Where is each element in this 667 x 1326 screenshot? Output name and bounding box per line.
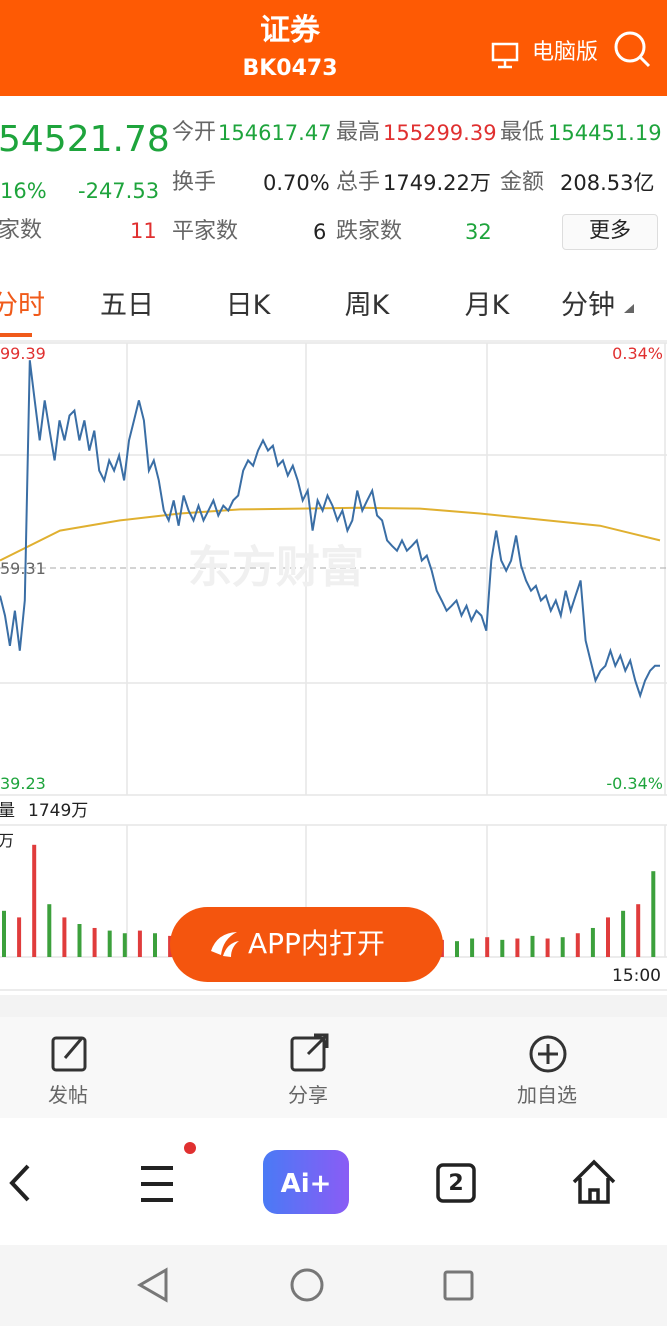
rise: 11 [130, 219, 157, 243]
volume-bar [575, 933, 580, 957]
volume-bar [590, 927, 595, 957]
volume-bar [153, 933, 157, 957]
volume-unit: 万 [0, 831, 15, 850]
price-line [0, 360, 660, 699]
volume-bar [17, 917, 22, 957]
field-value: 154617.47 [218, 121, 332, 145]
header [0, 0, 667, 96]
app-icon[interactable] [207, 929, 241, 959]
volume-bar [77, 924, 82, 957]
tab-bar [0, 270, 667, 342]
tab[interactable]: 周K [344, 290, 390, 321]
action-label[interactable]: 加自选 [517, 1083, 577, 1107]
volume-bar [636, 904, 641, 957]
average-line [0, 506, 661, 562]
grid [0, 342, 667, 991]
tab[interactable]: 五日 [100, 290, 154, 321]
tab[interactable]: 分钟 [561, 290, 615, 321]
field-value: 32 [465, 220, 492, 244]
volume-bar [470, 938, 475, 957]
field-value: 0.70% [263, 171, 330, 195]
volume-bar [606, 917, 610, 957]
field-label: 平家数 [172, 219, 239, 244]
tab-count[interactable]: 2 [448, 1171, 464, 1196]
tab[interactable]: 月K [464, 290, 510, 321]
field-value: 6 [313, 220, 327, 244]
svg-text:Ai+: Ai+ [281, 1169, 332, 1199]
search-icon[interactable] [612, 30, 652, 70]
volume-bar [107, 930, 112, 957]
open-app-label[interactable]: APP内打开 [248, 927, 385, 960]
field-label: 金额 [500, 170, 545, 195]
volume-bar [621, 910, 626, 957]
more-label[interactable]: 更多 [589, 218, 631, 242]
system-nav [0, 1245, 667, 1326]
action-icons [51, 1033, 567, 1073]
field-value: 155299.39 [383, 121, 497, 145]
price: 54521.78 [0, 119, 170, 160]
title: 证券 [260, 13, 320, 48]
volume-total: 1749万 [28, 801, 89, 821]
bottom-right: -0.34% [606, 774, 663, 793]
separator [0, 995, 667, 1017]
desktop-link[interactable]: 电脑版 [532, 40, 599, 65]
volume-bar [560, 937, 565, 957]
volume-bar [122, 933, 127, 957]
field-label: 今开 [172, 120, 217, 145]
field-label: 总手 [336, 170, 381, 195]
volume-bar [500, 939, 505, 957]
tab-underline [0, 333, 32, 337]
volume-bar [530, 935, 535, 957]
volume-bar [2, 910, 6, 957]
desktop-icon[interactable] [490, 40, 520, 70]
watermark: 东方财富 [188, 542, 364, 593]
field-label: 跌家数 [336, 219, 403, 244]
more-button[interactable] [562, 214, 658, 250]
action-label[interactable]: 发帖 [48, 1083, 88, 1107]
rise-label: 家数 [0, 218, 43, 243]
field-label: 最高 [336, 120, 381, 145]
volume-bar [92, 927, 97, 957]
mid-left: 59.31 [0, 559, 46, 578]
nav-icons[interactable]: Ai+ [0, 1118, 667, 1245]
tab[interactable]: 日K [225, 290, 271, 321]
top-left: 99.39 [0, 344, 46, 363]
code: BK0473 [242, 56, 338, 81]
change: -247.53 [78, 179, 160, 203]
volume-bar [485, 937, 490, 957]
volume-bar [47, 904, 52, 957]
bottom-left: 39.23 [0, 774, 46, 793]
volume-bar [545, 938, 550, 957]
field-value: 1749.22万 [383, 171, 491, 195]
volume-bar [137, 930, 142, 957]
volume-bar [651, 871, 656, 957]
volume-bar [32, 844, 37, 957]
volume-label: 量 [0, 801, 15, 821]
tab[interactable]: 分时 [0, 290, 45, 321]
field-label: 最低 [500, 120, 545, 145]
volume-bar [515, 938, 520, 957]
field-value: 154451.19 [548, 121, 662, 145]
volume-bar [62, 917, 67, 957]
time-end: 15:00 [612, 966, 661, 986]
field-label: 换手 [172, 170, 217, 195]
system-icons[interactable] [0, 1245, 667, 1326]
action-label[interactable]: 分享 [288, 1083, 328, 1107]
top-right: 0.34% [612, 344, 663, 363]
field-value: 208.53亿 [560, 171, 655, 195]
volume-bar [455, 941, 459, 957]
chart: 东方财富 [0, 342, 667, 991]
change-pct: 16% [0, 179, 47, 203]
tab-arrow[interactable] [624, 304, 636, 314]
